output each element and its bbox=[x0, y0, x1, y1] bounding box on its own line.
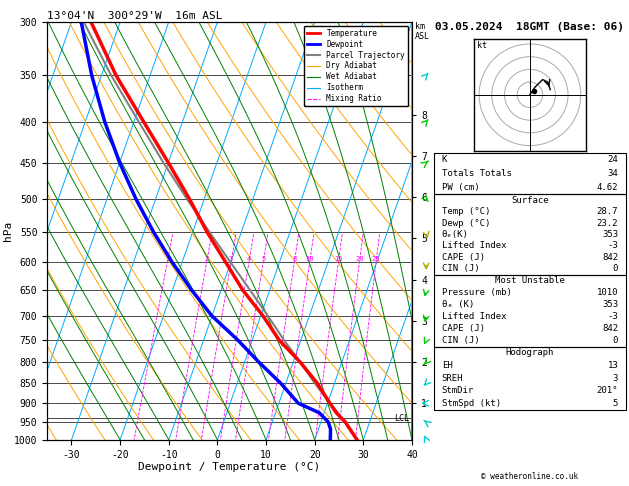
Text: PW (cm): PW (cm) bbox=[442, 183, 479, 192]
X-axis label: Dewpoint / Temperature (°C): Dewpoint / Temperature (°C) bbox=[138, 462, 321, 472]
Text: 353: 353 bbox=[602, 230, 618, 239]
Text: 4: 4 bbox=[247, 257, 251, 262]
Text: StmSpd (kt): StmSpd (kt) bbox=[442, 399, 501, 408]
Text: 1010: 1010 bbox=[597, 288, 618, 297]
Text: 3: 3 bbox=[613, 374, 618, 382]
Text: 20: 20 bbox=[355, 257, 364, 262]
Text: Lifted Index: Lifted Index bbox=[442, 312, 506, 321]
Text: Hodograph: Hodograph bbox=[506, 348, 554, 357]
Text: 28.7: 28.7 bbox=[597, 207, 618, 216]
Text: 842: 842 bbox=[602, 324, 618, 333]
Text: 24: 24 bbox=[608, 156, 618, 164]
Text: -3: -3 bbox=[608, 242, 618, 250]
Text: θₑ(K): θₑ(K) bbox=[442, 230, 469, 239]
Text: Pressure (mb): Pressure (mb) bbox=[442, 288, 511, 297]
Text: 3: 3 bbox=[229, 257, 233, 262]
Text: 13°04'N  300°29'W  16m ASL: 13°04'N 300°29'W 16m ASL bbox=[47, 11, 223, 21]
Text: 23.2: 23.2 bbox=[597, 219, 618, 227]
Text: 8: 8 bbox=[292, 257, 296, 262]
Text: 15: 15 bbox=[334, 257, 343, 262]
Text: Totals Totals: Totals Totals bbox=[442, 169, 511, 178]
Text: 2: 2 bbox=[204, 257, 209, 262]
Text: 201°: 201° bbox=[597, 386, 618, 395]
Text: 34: 34 bbox=[608, 169, 618, 178]
Text: 842: 842 bbox=[602, 253, 618, 262]
Text: 353: 353 bbox=[602, 300, 618, 309]
Text: km
ASL: km ASL bbox=[415, 22, 430, 40]
Text: 10: 10 bbox=[305, 257, 314, 262]
Text: StmDir: StmDir bbox=[442, 386, 474, 395]
Text: CIN (J): CIN (J) bbox=[442, 264, 479, 273]
Text: Lifted Index: Lifted Index bbox=[442, 242, 506, 250]
Text: Surface: Surface bbox=[511, 196, 548, 205]
Text: 1: 1 bbox=[165, 257, 169, 262]
Text: θₑ (K): θₑ (K) bbox=[442, 300, 474, 309]
Text: 5: 5 bbox=[613, 399, 618, 408]
Text: © weatheronline.co.uk: © weatheronline.co.uk bbox=[481, 472, 579, 481]
Text: 13: 13 bbox=[608, 361, 618, 370]
Text: Temp (°C): Temp (°C) bbox=[442, 207, 490, 216]
Text: LCL: LCL bbox=[394, 414, 409, 423]
Text: EH: EH bbox=[442, 361, 452, 370]
Text: K: K bbox=[442, 156, 447, 164]
Text: Dewp (°C): Dewp (°C) bbox=[442, 219, 490, 227]
Legend: Temperature, Dewpoint, Parcel Trajectory, Dry Adiabat, Wet Adiabat, Isotherm, Mi: Temperature, Dewpoint, Parcel Trajectory… bbox=[304, 26, 408, 106]
Text: 0: 0 bbox=[613, 264, 618, 273]
Text: 4.62: 4.62 bbox=[597, 183, 618, 192]
Text: SREH: SREH bbox=[442, 374, 463, 382]
Text: 25: 25 bbox=[372, 257, 381, 262]
Text: Most Unstable: Most Unstable bbox=[495, 276, 565, 285]
Text: -3: -3 bbox=[608, 312, 618, 321]
Text: CIN (J): CIN (J) bbox=[442, 336, 479, 345]
Text: 03.05.2024  18GMT (Base: 06): 03.05.2024 18GMT (Base: 06) bbox=[435, 22, 625, 32]
Text: CAPE (J): CAPE (J) bbox=[442, 324, 485, 333]
Text: 5: 5 bbox=[261, 257, 265, 262]
Text: CAPE (J): CAPE (J) bbox=[442, 253, 485, 262]
Text: 0: 0 bbox=[613, 336, 618, 345]
Text: kt: kt bbox=[477, 41, 487, 51]
Y-axis label: hPa: hPa bbox=[3, 221, 13, 241]
